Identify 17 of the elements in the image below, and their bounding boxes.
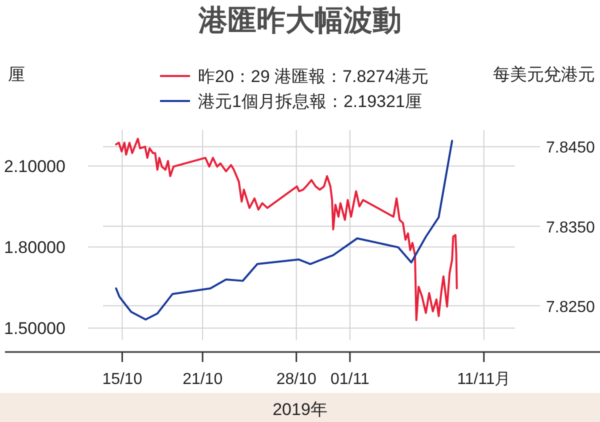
y-axis-title: 厘 bbox=[8, 65, 25, 84]
y2-tick-label: 7.8250 bbox=[546, 298, 596, 316]
y2-tick-label: 7.8450 bbox=[546, 140, 596, 157]
y-tick-label: 1.80000 bbox=[4, 238, 66, 258]
x-tick-label: 11/11月 bbox=[457, 371, 511, 388]
x-tick-label: 21/10 bbox=[182, 371, 223, 388]
x-axis-title: 2019年 bbox=[272, 400, 328, 419]
x-tick-label: 01/11 bbox=[330, 371, 370, 388]
y-tick-label: 2.10000 bbox=[4, 156, 66, 176]
legend-label: 港元1個月拆息報：2.19321厘 bbox=[198, 92, 422, 111]
x-tick-label: 15/10 bbox=[102, 371, 142, 388]
chart-title: 港匯昨大幅波動 bbox=[198, 5, 402, 37]
y-tick-label: 1.50000 bbox=[4, 319, 66, 338]
x-tick-label: 28/10 bbox=[276, 371, 316, 388]
y2-tick-label: 7.8350 bbox=[546, 219, 596, 236]
y2-axis-title: 每美元兌港元 bbox=[493, 65, 595, 84]
legend-label: 昨20：29 港匯報：7.8274港元 bbox=[198, 67, 429, 86]
